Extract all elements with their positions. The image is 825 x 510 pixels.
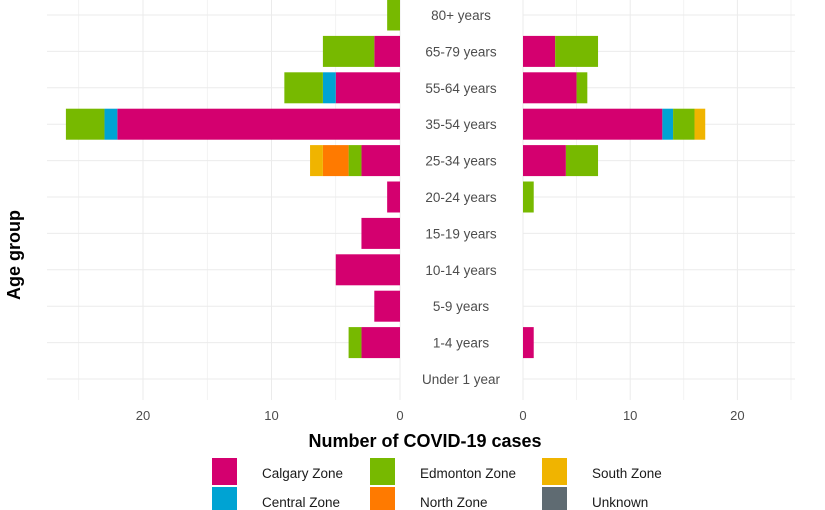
bar-left-25-34-years-edmonton-zone: [348, 145, 362, 177]
bar-left-25-34-years-south-zone: [310, 145, 323, 177]
age-label-65-79-years: 65-79 years: [425, 44, 497, 59]
bar-left-25-34-years-calgary-zone: [361, 145, 400, 177]
x-tick-left-20: 20: [136, 408, 150, 423]
legend-swatch-central-zone: [212, 487, 237, 510]
bar-left-55-64-years-central-zone: [322, 72, 336, 104]
legend-swatch-south-zone: [542, 458, 567, 485]
age-label-80plus-years: 80+ years: [431, 8, 491, 23]
bar-left-55-64-years-edmonton-zone: [284, 72, 323, 104]
legend-label-unknown: Unknown: [592, 495, 648, 510]
bars: [65, 0, 706, 359]
age-label-under-1-year: Under 1 year: [422, 372, 501, 387]
x-tick-labels: 20 10 0 0 10 20: [136, 408, 745, 423]
age-group-labels: 80+ years 65-79 years 55-64 years 35-54 yea…: [422, 8, 501, 387]
age-label-1-4-years: 1-4 years: [433, 336, 490, 351]
legend-swatch-edmonton-zone: [370, 458, 395, 485]
bar-right-20-24-years-edmonton-zone: [523, 181, 534, 213]
bar-left-20-24-years-calgary-zone: [387, 181, 400, 213]
grid-lines: [47, 0, 795, 400]
bar-left-35-54-years-central-zone: [104, 108, 118, 140]
bar-right-65-79-years-edmonton-zone: [555, 35, 599, 67]
legend-label-south-zone: South Zone: [592, 466, 662, 481]
legend-label-north-zone: North Zone: [420, 495, 488, 510]
bar-left-35-54-years-edmonton-zone: [65, 108, 105, 140]
bar-left-10-14-years-calgary-zone: [335, 254, 400, 286]
legend: Calgary Zone Edmonton Zone South Zone Centr…: [212, 458, 662, 510]
bar-left-25-34-years-north-zone: [322, 145, 349, 177]
legend-label-central-zone: Central Zone: [262, 495, 340, 510]
age-label-20-24-years: 20-24 years: [425, 190, 497, 205]
bar-left-80plus-years-edmonton-zone: [387, 0, 400, 31]
bar-right-25-34-years-edmonton-zone: [565, 145, 599, 177]
bar-left-65-79-years-edmonton-zone: [322, 35, 375, 67]
x-tick-right-10: 10: [623, 408, 637, 423]
bar-right-55-64-years-edmonton-zone: [576, 72, 588, 104]
legend-swatch-calgary-zone: [212, 458, 237, 485]
bar-right-55-64-years-calgary-zone: [523, 72, 577, 104]
age-label-55-64-years: 55-64 years: [425, 81, 497, 96]
bar-left-65-79-years-calgary-zone: [374, 35, 400, 67]
x-tick-right-20: 20: [730, 408, 744, 423]
age-label-35-54-years: 35-54 years: [425, 117, 497, 132]
x-tick-left-0: 0: [396, 408, 403, 423]
legend-label-edmonton-zone: Edmonton Zone: [420, 466, 516, 481]
bar-left-55-64-years-calgary-zone: [335, 72, 400, 104]
bar-right-35-54-years-south-zone: [694, 108, 706, 140]
bar-right-65-79-years-calgary-zone: [523, 35, 556, 67]
x-tick-right-0: 0: [519, 408, 526, 423]
bar-right-1-4-years-calgary-zone: [523, 327, 534, 359]
legend-label-calgary-zone: Calgary Zone: [262, 466, 343, 481]
bar-right-35-54-years-central-zone: [662, 108, 674, 140]
x-tick-left-10: 10: [264, 408, 278, 423]
bar-right-35-54-years-edmonton-zone: [673, 108, 695, 140]
bar-right-35-54-years-calgary-zone: [523, 108, 663, 140]
x-axis-title: Number of COVID-19 cases: [308, 431, 541, 451]
age-label-25-34-years: 25-34 years: [425, 154, 497, 169]
y-axis-title: Age group: [4, 210, 24, 300]
bar-left-5-9-years-calgary-zone: [374, 290, 400, 322]
age-label-5-9-years: 5-9 years: [433, 299, 490, 314]
legend-swatch-north-zone: [370, 487, 395, 510]
bar-left-1-4-years-edmonton-zone: [348, 327, 362, 359]
legend-swatch-unknown: [542, 487, 567, 510]
bar-right-25-34-years-calgary-zone: [523, 145, 566, 177]
bar-left-35-54-years-calgary-zone: [117, 108, 401, 140]
age-label-10-14-years: 10-14 years: [425, 263, 497, 278]
age-label-15-19-years: 15-19 years: [425, 226, 497, 241]
bar-left-1-4-years-calgary-zone: [361, 327, 400, 359]
bar-left-15-19-years-calgary-zone: [361, 217, 400, 249]
